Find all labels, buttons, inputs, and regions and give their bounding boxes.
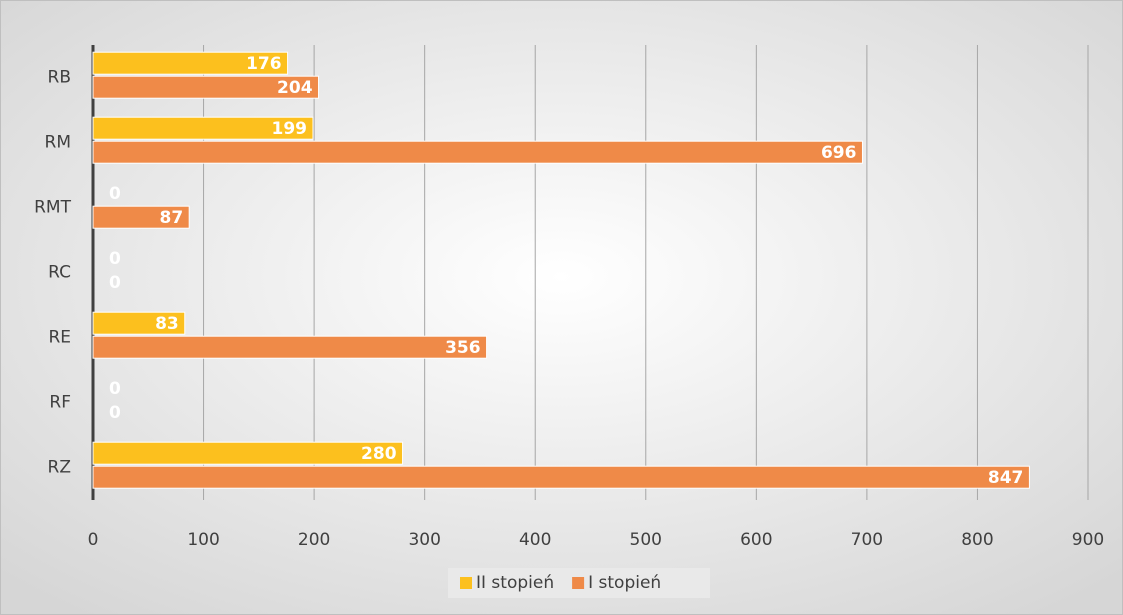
- value-label: 176: [246, 54, 282, 74]
- value-label: 280: [361, 444, 397, 464]
- y-tick-label: RE: [48, 328, 71, 348]
- legend-swatch: [572, 577, 585, 589]
- x-tick-label: 500: [630, 530, 662, 550]
- value-label: 0: [109, 273, 121, 293]
- y-tick-label: RMT: [34, 198, 71, 218]
- bar: [92, 205, 190, 229]
- y-tick-label: RB: [48, 68, 71, 88]
- x-tick-label: 700: [851, 530, 883, 550]
- bar: [92, 116, 314, 140]
- x-tick-label: 400: [519, 530, 551, 550]
- legend-label: I stopień: [588, 573, 661, 593]
- bar: [92, 465, 1030, 489]
- value-label: 83: [155, 314, 179, 334]
- value-label: 199: [272, 119, 308, 139]
- legend-swatch: [460, 577, 472, 589]
- x-tick-label: 900: [1072, 530, 1104, 550]
- bar: [92, 51, 289, 75]
- value-label: 87: [160, 208, 184, 228]
- y-tick-label: RF: [49, 393, 71, 413]
- x-tick-label: 200: [298, 530, 330, 550]
- value-label: 0: [109, 379, 121, 399]
- value-label: 0: [109, 403, 121, 423]
- y-tick-label: RM: [45, 133, 71, 153]
- value-label: 696: [821, 143, 857, 163]
- y-tick-label: RZ: [48, 458, 71, 478]
- legend-label: II stopień: [476, 573, 554, 593]
- bar: [92, 441, 404, 465]
- x-tick-label: 800: [961, 530, 993, 550]
- x-tick-label: 600: [740, 530, 772, 550]
- y-tick-label: RC: [48, 263, 71, 283]
- value-label: 356: [445, 338, 481, 358]
- bar: [92, 311, 186, 335]
- value-label: 847: [988, 468, 1024, 488]
- value-label: 204: [277, 78, 313, 98]
- bar: [92, 140, 863, 164]
- x-tick-label: 100: [187, 530, 219, 550]
- bar: [92, 335, 488, 359]
- value-label: 0: [109, 249, 121, 269]
- x-tick-label: 0: [88, 530, 99, 550]
- value-label: 0: [109, 184, 121, 204]
- x-tick-label: 300: [408, 530, 440, 550]
- bar: [92, 75, 320, 99]
